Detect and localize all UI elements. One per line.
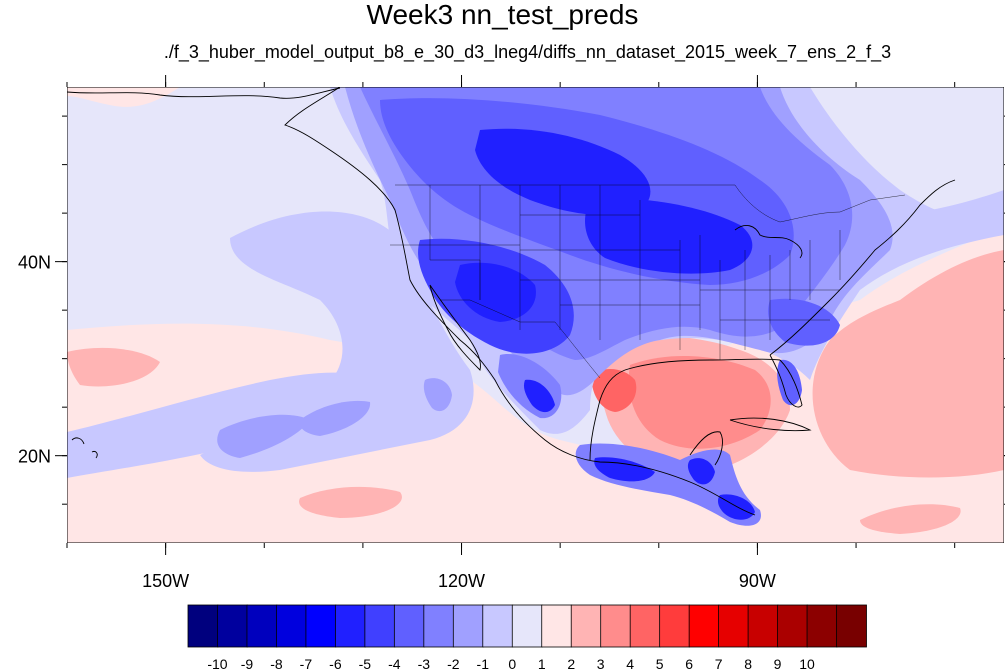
colorbar-label: 7 (715, 656, 723, 672)
blue-panama-dark (717, 494, 755, 520)
colorbar-swatch (688, 604, 720, 648)
colorbar-swatch (334, 604, 366, 648)
colorbar-label: -3 (418, 656, 431, 672)
blue-florida (777, 359, 802, 406)
colorbar-label: -8 (270, 656, 283, 672)
colorbar-label: -2 (447, 656, 460, 672)
map-subtitle: ./f_3_huber_model_output_b8_e_30_d3_lneg… (163, 42, 892, 62)
blue-central-america-dark (594, 457, 655, 482)
blue-canada-dark (475, 128, 651, 216)
border-canada-us (395, 184, 906, 223)
pink-east-pacific-small (860, 504, 961, 534)
red-texas-coast (591, 368, 637, 412)
coastline-west-north-america (284, 87, 756, 516)
coastline-east (769, 179, 956, 356)
colorbar-swatch (217, 604, 248, 648)
coastline-florida (769, 354, 803, 408)
colorbar-label: -7 (300, 656, 313, 672)
negative-anomaly-areas (67, 87, 1004, 526)
colorbar-swatch (187, 604, 219, 648)
blue-mid-pacific-long (67, 372, 380, 478)
blue-midwest-dark (585, 198, 753, 274)
colorbar-swatch (570, 604, 602, 648)
colorbar-swatch (718, 604, 749, 648)
colorbar-swatch (305, 604, 337, 648)
lon-tick-label: 150W (142, 571, 189, 591)
blue-pacific-small-1 (423, 378, 452, 412)
colorbar: -10 -9 -8 -7 -6 -5 -4 -3 -2 -1 0 1 2 3 4 5 6 7 8 9 10 (187, 604, 867, 672)
coastline-baja (429, 284, 481, 371)
colorbar-swatch (659, 604, 691, 648)
colorbar-swatch (600, 604, 632, 648)
pink-ne-pacific (67, 87, 180, 107)
blue-mid-pacific-core-2 (299, 400, 371, 436)
colorbar-swatch (629, 604, 661, 648)
colorbar-swatch (541, 604, 573, 648)
colorbar-swatch (806, 604, 838, 648)
state-lines-east (679, 230, 841, 360)
pink-south-pacific-patch (299, 486, 402, 518)
colorbar-swatch (777, 604, 808, 648)
state-borders (390, 184, 906, 379)
colorbar-swatch (836, 604, 867, 648)
state-lines-west (390, 185, 521, 330)
colorbar-swatch (393, 604, 425, 648)
colorbar-swatch (423, 604, 455, 648)
coastline-great-lakes (734, 224, 803, 259)
colorbar-swatch (364, 604, 396, 648)
colorbar-label: 9 (774, 656, 782, 672)
blue-southeast-coast (768, 298, 840, 346)
colorbar-label: -10 (207, 656, 227, 672)
border-us-mexico (440, 299, 601, 379)
state-lines-central (520, 185, 700, 340)
colorbar-label: 1 (538, 656, 546, 672)
colorbar-swatch (246, 604, 278, 648)
colorbar-label: -6 (329, 656, 342, 672)
coastline-gulf-mexico (589, 358, 781, 461)
coastline-yucatan (689, 431, 723, 466)
blue-north-atlantic (896, 190, 1004, 248)
coastline-hawaii (71, 437, 98, 459)
colorbar-label: -1 (477, 656, 490, 672)
coastlines (67, 87, 956, 516)
pink-west-pacific-patch (67, 347, 160, 387)
colorbar-label: 3 (597, 656, 605, 672)
blue-southwest-dark (455, 262, 536, 322)
colorbar-label: 4 (626, 656, 634, 672)
colorbar-label: 0 (508, 656, 516, 672)
blue-mid-pacific-core (217, 414, 310, 458)
colorbar-label: 6 (685, 656, 693, 672)
colorbar-label: -5 (359, 656, 372, 672)
colorbar-label: -9 (241, 656, 254, 672)
colorbar-swatch (452, 604, 484, 648)
colorbar-label: 2 (567, 656, 575, 672)
salmon-eastern-subtropics (812, 250, 1004, 478)
red-gulf-of-mexico (628, 355, 771, 449)
blue-central-america-dark-2 (687, 458, 715, 485)
coastline-cuba (729, 417, 812, 432)
colorbar-swatch (482, 604, 514, 648)
colorbar-label: 5 (656, 656, 664, 672)
colorbar-label: -4 (388, 656, 401, 672)
map-axis-ticks: 150W 120W 90W 40N 20N (18, 75, 1005, 591)
blue-mexico-dark (523, 379, 555, 413)
colorbar-label: 8 (744, 656, 752, 672)
lon-tick-label: 120W (438, 571, 485, 591)
colorbar-swatch (276, 604, 307, 648)
lat-tick-label: 40N (18, 253, 51, 273)
lat-tick-label: 20N (18, 447, 51, 467)
colorbar-swatch (511, 604, 543, 648)
map-title: Week3 nn_test_preds (366, 0, 639, 30)
map-panel (67, 87, 1004, 543)
colorbar-swatch (747, 604, 779, 648)
coastline-alaska (67, 87, 341, 99)
colorbar-label: 10 (799, 656, 815, 672)
lon-tick-label: 90W (739, 571, 776, 591)
